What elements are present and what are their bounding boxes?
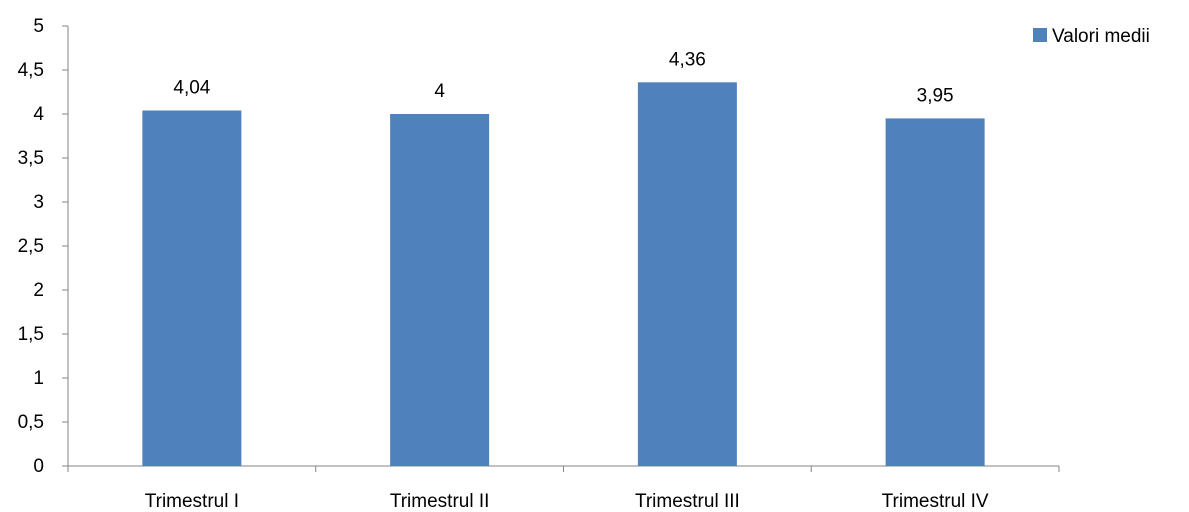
data-label: 3,95 (917, 85, 954, 106)
y-tick-label: 5 (33, 16, 44, 37)
x-category-label: Trimestrul II (390, 491, 490, 512)
data-label: 4 (434, 81, 445, 102)
x-axis: Trimestrul I Trimestrul II Trimestrul III T… (67, 465, 1060, 512)
data-label: 4,04 (173, 77, 210, 98)
y-tick-label: 0,5 (18, 412, 44, 433)
y-tick-label: 1 (33, 368, 44, 389)
y-tick-label: 0 (33, 456, 44, 477)
legend: Valori medii (1033, 26, 1150, 47)
bar (885, 118, 985, 467)
legend-swatch (1033, 28, 1047, 42)
x-category-label: Trimestrul IV (882, 491, 989, 512)
y-tick-label: 4,5 (18, 60, 44, 81)
x-category-label: Trimestrul III (635, 491, 740, 512)
y-tick-label: 1,5 (18, 324, 44, 345)
bar (637, 82, 737, 466)
x-category-label: Trimestrul I (145, 491, 239, 512)
y-axis: 0 0,5 1 1,5 2 2,5 3 3,5 4 4,5 5 (18, 16, 69, 477)
y-tick-label: 3 (33, 192, 44, 213)
bar (390, 114, 490, 466)
y-tick-label: 2 (33, 280, 44, 301)
bar (142, 110, 242, 466)
y-tick-label: 3,5 (18, 148, 44, 169)
data-label: 4,36 (669, 49, 706, 70)
y-tick-label: 2,5 (18, 236, 44, 257)
legend-label: Valori medii (1052, 26, 1150, 47)
bars-group (142, 82, 985, 467)
data-labels-group: 4,04 4 4,36 3,95 (173, 49, 953, 106)
y-tick-label: 4 (33, 104, 44, 125)
